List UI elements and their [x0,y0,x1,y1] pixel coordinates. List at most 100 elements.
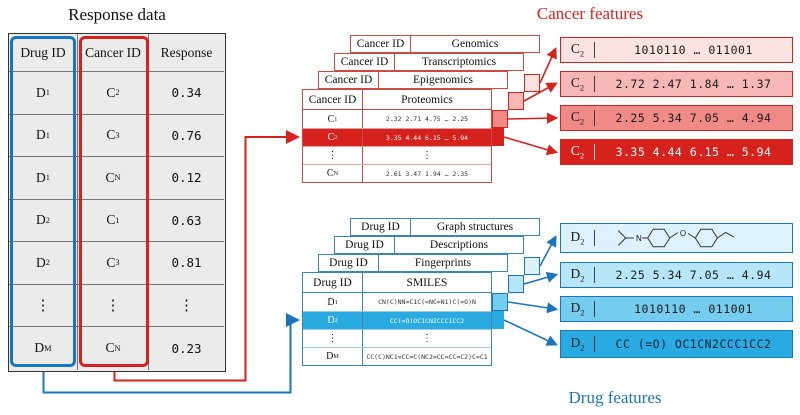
smiles-highlight-tab [491,311,504,329]
vector-id-label: D2 [570,300,585,318]
label-divider [594,301,595,317]
cancer-connector-genomics [539,47,557,84]
response-cell: 0.81 [149,242,224,285]
ellipsis-cell: ⋮ [9,284,78,327]
response-cell: 0.12 [149,157,224,200]
label-divider [594,42,595,58]
ellipsis-cell: ⋮ [149,285,224,327]
cancer-id-header: Cancer ID [303,90,363,109]
drug-vector-fingerprints: D2 1010110 … 011001 [560,296,793,322]
row-id: ⋮ [303,330,363,347]
epigenomics-header: Epigenomics [412,74,474,86]
drug-id-header: Drug ID [351,219,411,235]
epigenomics-highlight-tab [492,110,508,128]
response-cell: 0.23 [171,340,202,356]
proteomics-header: Proteomics [401,93,453,106]
molecule-structure-icon: N O [595,225,792,251]
vector-id-label: D2 [570,266,585,284]
response-header-drug-id: Drug ID [9,34,78,72]
graph-structures-header: Graph structures [436,221,514,233]
drug-connector-fingerprints [507,301,559,314]
label-divider [594,267,595,283]
vector-id-label: C2 [570,143,585,161]
row-values: 3.35 4.44 6.15 … 5.94 [385,133,469,142]
cancer-features-title: Cancer features [536,4,644,23]
drug-connector-descriptions [523,271,559,285]
proteomics-highlight-tab [491,128,504,146]
genomics-highlight-tab [524,74,540,92]
response-cell: 0.76 [149,115,224,157]
vector-values: 2.25 5.34 7.05 … 4.94 [615,268,772,282]
drug-table-descriptions: Drug ID Descriptions [334,236,524,254]
drug-id-header: Drug ID [303,273,363,292]
vector-values: 1010110 … 011001 [634,302,753,316]
response-data-title: Response data [68,5,166,24]
drug-id-header: Drug ID [335,237,395,253]
cancer-table-genomics: Cancer ID Genomics [350,35,540,53]
cancer-vector-epigenomics: C2 2.25 5.34 7.05 … 4.94 [560,105,793,131]
label-divider [594,76,595,92]
vector-values: 3.35 4.44 6.15 … 5.94 [615,145,772,159]
label-divider [594,144,595,160]
vector-values: 1010110 … 011001 [634,43,753,57]
row-values: 2.61 3.47 1.94 … 2.35 [385,169,469,178]
cancer-id-header: Cancer ID [319,72,379,88]
row-id: ⋮ [303,147,363,164]
transcriptomics-highlight-tab [508,92,524,110]
svg-text:O: O [680,228,687,238]
svg-text:N: N [636,233,642,243]
cancer-id-header: Cancer ID [335,54,395,70]
drug-id-header: Drug ID [319,255,379,271]
drug-connector-graphs [539,235,557,267]
label-divider [594,110,595,126]
descriptions-highlight-tab [508,275,524,293]
proteomics-row: ⋮ ⋮ [303,146,491,164]
drug-vector-graph-structure: D2 N O [560,223,793,253]
cancer-id-header: Cancer ID [351,36,411,52]
fingerprints-header: Fingerprints [414,257,472,269]
drug-table-fingerprints: Drug ID Fingerprints [318,254,508,272]
drug-features-title: Drug features [568,388,662,407]
response-cell: 0.34 [149,72,224,115]
row-values: ⋮ [422,333,432,344]
cancer-table-transcriptomics: Cancer ID Transcriptomics [334,53,524,71]
graphs-highlight-tab [524,257,540,275]
cancer-vector-transcriptomics: C2 2.72 2.47 1.84 … 1.37 [560,71,793,97]
drug-vector-smiles: D2 CC (=O) OC1CN2CCC1CC2 [560,330,793,358]
row-values: ⋮ [422,150,432,161]
vector-id-label: C2 [570,75,585,93]
row-values: CC(=O)OC1CN2CCC1CC2 [389,316,465,325]
vector-id-label: C2 [570,41,585,59]
smiles-row: ⋮ ⋮ [303,329,491,347]
cancer-vector-genomics: C2 1010110 … 011001 [560,37,793,63]
genomics-header: Genomics [451,38,499,50]
row-values: CN(C)NN=C1C(=NC=N1)C(=O)N [378,298,476,306]
vector-values: CC (=O) OC1CN2CCC1CC2 [615,337,772,351]
response-cell: 0.63 [149,200,224,242]
